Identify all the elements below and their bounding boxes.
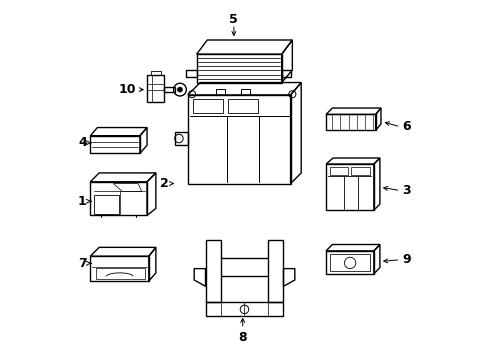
Bar — [227, 99, 258, 113]
Text: 5: 5 — [229, 13, 238, 26]
Bar — [329, 167, 347, 175]
Text: 9: 9 — [402, 253, 410, 266]
Text: 3: 3 — [402, 184, 410, 197]
Text: 8: 8 — [238, 330, 246, 344]
Text: 1: 1 — [78, 195, 86, 208]
Text: 2: 2 — [159, 177, 168, 190]
Text: 7: 7 — [78, 257, 86, 270]
Text: 6: 6 — [402, 120, 410, 133]
Circle shape — [177, 87, 182, 92]
Text: 4: 4 — [78, 136, 86, 149]
Bar — [94, 195, 119, 214]
Bar — [350, 167, 369, 175]
Bar — [193, 99, 223, 113]
Text: 10: 10 — [119, 83, 136, 96]
